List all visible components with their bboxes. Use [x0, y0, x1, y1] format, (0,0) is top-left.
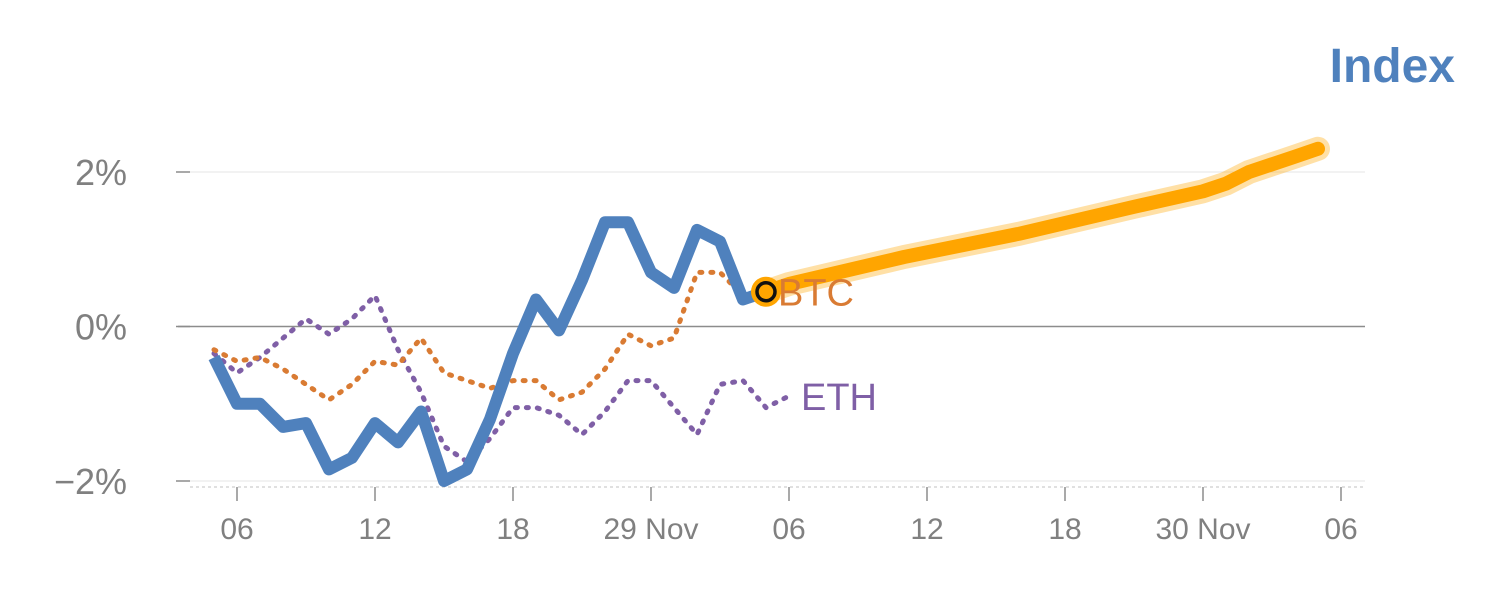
highlight-marker-ring — [755, 280, 777, 303]
series-labels: ETH BTC — [778, 273, 877, 419]
y-tick-label: 2% — [75, 152, 127, 193]
y-tick-label: 0% — [75, 307, 127, 348]
index-series-line — [208, 216, 768, 487]
eth-series-label: ETH — [801, 377, 877, 419]
series-lines — [208, 136, 1330, 487]
x-tick-label: 06 — [1324, 513, 1357, 546]
btc-series-line — [211, 269, 769, 403]
x-tick-label: 12 — [910, 513, 943, 546]
y-axis: 2% 0% −2% — [54, 152, 190, 502]
eth-series-line — [211, 293, 792, 465]
x-axis: 06 12 18 29 Nov 06 12 18 30 Nov 06 — [190, 486, 1365, 546]
forecast-series-line — [759, 141, 1325, 299]
x-tick-label: 12 — [358, 513, 391, 546]
btc-series-label: BTC — [778, 273, 854, 315]
x-tick-label: 06 — [220, 513, 253, 546]
y-tick-label: −2% — [54, 461, 127, 502]
x-tick-label: 06 — [772, 513, 805, 546]
x-tick-label: 18 — [496, 513, 529, 546]
x-tick-label: 29 Nov — [603, 513, 698, 546]
x-tick-label: 18 — [1048, 513, 1081, 546]
chart-title: Index — [1330, 40, 1456, 93]
x-tick-label: 30 Nov — [1155, 513, 1250, 546]
grid-lines — [178, 171, 1365, 482]
